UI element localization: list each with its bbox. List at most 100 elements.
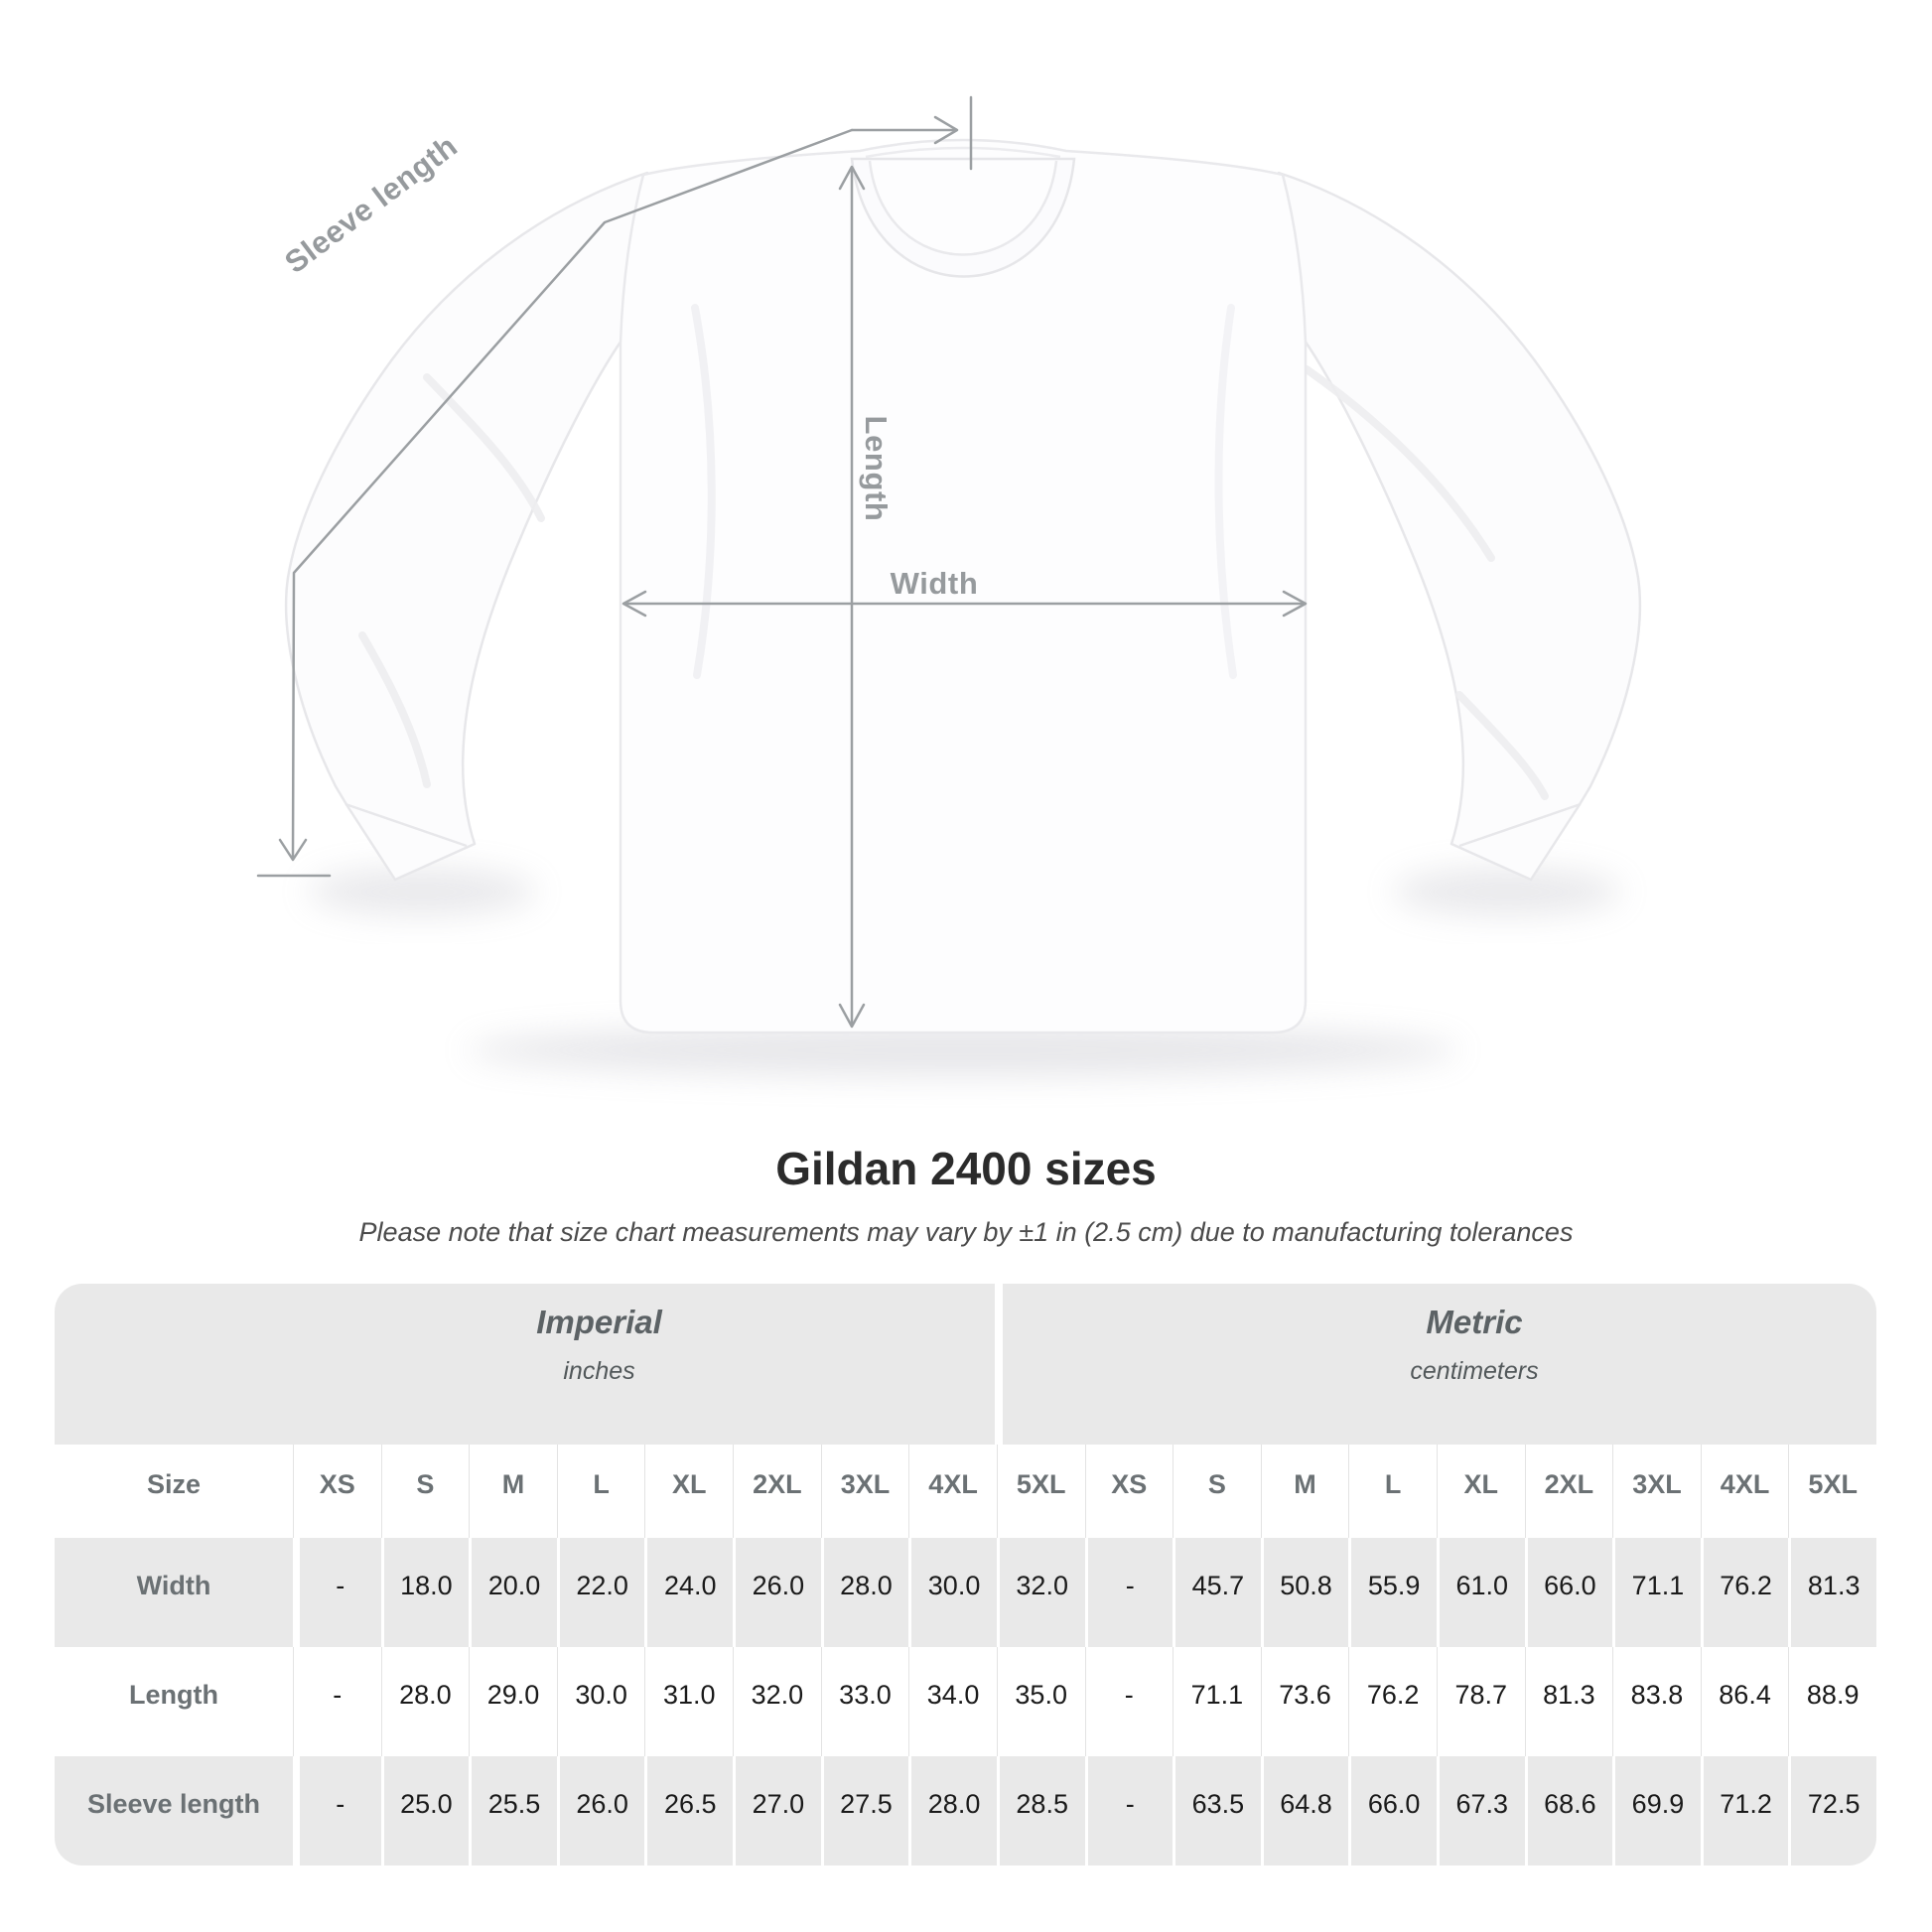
value-cell: 86.4 — [1700, 1647, 1789, 1756]
imperial-unit-label: inches — [563, 1356, 635, 1385]
length-arrowhead-top — [838, 165, 866, 191]
value-cell: 55.9 — [1348, 1538, 1437, 1647]
size-header-imperial: M — [469, 1445, 557, 1538]
value-cell: - — [293, 1538, 381, 1647]
value-cell: 28.0 — [380, 1647, 470, 1756]
size-header-imperial: 5XL — [996, 1445, 1085, 1538]
imperial-section-header: Imperial inches — [55, 1284, 995, 1445]
page-title: Gildan 2400 sizes — [775, 1143, 1157, 1194]
value-cell: 35.0 — [996, 1647, 1085, 1756]
size-header-metric: 3XL — [1612, 1445, 1701, 1538]
size-header-imperial: L — [556, 1445, 645, 1538]
size-header-metric: L — [1348, 1445, 1437, 1538]
measurement-rows: Width -18.0 20.0 22.0 24.0 26.0 28.0 30.0 32.0-4… — [55, 1538, 1876, 1865]
size-header-imperial: XL — [644, 1445, 733, 1538]
value-cell: - — [293, 1647, 381, 1756]
value-cell: 28.0 — [908, 1756, 997, 1865]
shirt-sleeves — [284, 171, 1642, 882]
value-cell: 32.0 — [733, 1647, 821, 1756]
shirt-size-diagram: Sleeve length Length Width — [256, 95, 1642, 1076]
value-cell: 45.7 — [1173, 1538, 1261, 1647]
value-cell: 22.0 — [556, 1538, 645, 1647]
measurement-arrows — [256, 95, 1308, 1029]
value-cell: 71.1 — [1173, 1647, 1261, 1756]
cuff-seams — [345, 802, 1582, 848]
tolerance-note: Please note that size chart measurements… — [358, 1217, 1574, 1247]
value-cell: 18.0 — [380, 1538, 470, 1647]
value-cell: 27.5 — [820, 1756, 909, 1865]
value-cell: 73.6 — [1260, 1647, 1349, 1756]
size-header-imperial: S — [380, 1445, 470, 1538]
value-cell: 71.1 — [1612, 1538, 1701, 1647]
sleeve-length-arrowhead — [278, 838, 308, 862]
value-cell: 83.8 — [1612, 1647, 1701, 1756]
shirt-shadow — [308, 868, 1621, 1076]
size-header-imperial: 2XL — [733, 1445, 821, 1538]
value-cell: 34.0 — [908, 1647, 997, 1756]
metric-unit-label: centimeters — [1410, 1356, 1539, 1385]
size-header-metric: 4XL — [1700, 1445, 1789, 1538]
size-header-metric: M — [1260, 1445, 1349, 1538]
value-cell: 28.0 — [820, 1538, 909, 1647]
size-header-metric: 2XL — [1524, 1445, 1613, 1538]
size-header-imperial: 4XL — [908, 1445, 997, 1538]
row-label: Length — [129, 1679, 218, 1710]
value-cell: 25.5 — [469, 1756, 557, 1865]
long-sleeve-shirt-illustration — [256, 95, 1642, 1076]
value-cell: 25.0 — [380, 1756, 470, 1865]
row-label: Width — [55, 1538, 293, 1647]
value-cell: 76.2 — [1700, 1538, 1789, 1647]
value-cell: 26.0 — [733, 1538, 821, 1647]
metric-label: Metric — [1426, 1303, 1523, 1340]
value-cell: 32.0 — [996, 1538, 1085, 1647]
value-cell: 81.3 — [1788, 1538, 1876, 1647]
value-cell: - — [1084, 1538, 1173, 1647]
value-cell: 78.7 — [1436, 1647, 1525, 1756]
width-arrowhead-right — [1282, 590, 1308, 618]
value-cell: 33.0 — [820, 1647, 909, 1756]
sleeve-folds — [358, 365, 1549, 800]
value-cell: 29.0 — [469, 1647, 557, 1756]
table-row: Sleeve length -25.0 25.5 26.0 26.5 27.0 27.5 28… — [55, 1756, 1876, 1865]
table-row: Width -18.0 20.0 22.0 24.0 26.0 28.0 30.0 32.0-4… — [55, 1538, 1876, 1647]
value-cell: 27.0 — [733, 1756, 821, 1865]
value-cell: 30.0 — [908, 1538, 997, 1647]
imperial-label: Imperial — [536, 1303, 662, 1340]
unit-header-row: Imperial inches Metric centimeters — [55, 1284, 1876, 1445]
size-header-metric: XS — [1084, 1445, 1173, 1538]
width-label: Width — [890, 566, 979, 601]
size-header-imperial: 3XL — [820, 1445, 909, 1538]
value-cell: 26.5 — [644, 1756, 734, 1865]
value-cell: 66.0 — [1524, 1538, 1613, 1647]
size-header-imperial: XS — [293, 1445, 381, 1538]
value-cell: 26.0 — [556, 1756, 645, 1865]
value-cell: 30.0 — [556, 1647, 645, 1756]
value-cell: 28.5 — [996, 1756, 1085, 1865]
value-cell: - — [1084, 1647, 1173, 1756]
value-cell: 72.5 — [1788, 1756, 1876, 1865]
value-cell: 31.0 — [644, 1647, 733, 1756]
value-cell: 88.9 — [1788, 1647, 1876, 1756]
size-table: Imperial inches Metric centimeters Size X… — [55, 1284, 1876, 1865]
value-cell: - — [1084, 1756, 1173, 1865]
shirt-collar — [850, 146, 1076, 278]
size-header-metric: XL — [1436, 1445, 1525, 1538]
value-cell: 76.2 — [1348, 1647, 1437, 1756]
value-cell: - — [293, 1756, 381, 1865]
value-cell: 68.6 — [1524, 1756, 1613, 1865]
shirt-body — [619, 138, 1308, 1035]
metric-section-header: Metric centimeters — [1003, 1284, 1876, 1445]
value-cell: 20.0 — [469, 1538, 557, 1647]
width-arrowhead-left — [621, 590, 647, 618]
value-cell: 63.5 — [1173, 1756, 1261, 1865]
sleeve-length-line — [291, 128, 854, 860]
length-label: Length — [859, 415, 894, 522]
value-cell: 64.8 — [1260, 1756, 1349, 1865]
value-cell: 24.0 — [644, 1538, 734, 1647]
value-cell: 71.2 — [1700, 1756, 1789, 1865]
table-row: Length -28.0 29.0 30.0 31.0 32.0 33.0 34.0 35.0-… — [55, 1647, 1876, 1756]
shoulder-arrowhead — [933, 115, 959, 145]
size-header-row: Size XS S M L XL 2XL 3XL 4XL 5XL XS S M L XL 2XL 3XL 4XL 5… — [55, 1445, 1876, 1538]
size-header-metric: 5XL — [1788, 1445, 1876, 1538]
size-header-metric: S — [1173, 1445, 1261, 1538]
